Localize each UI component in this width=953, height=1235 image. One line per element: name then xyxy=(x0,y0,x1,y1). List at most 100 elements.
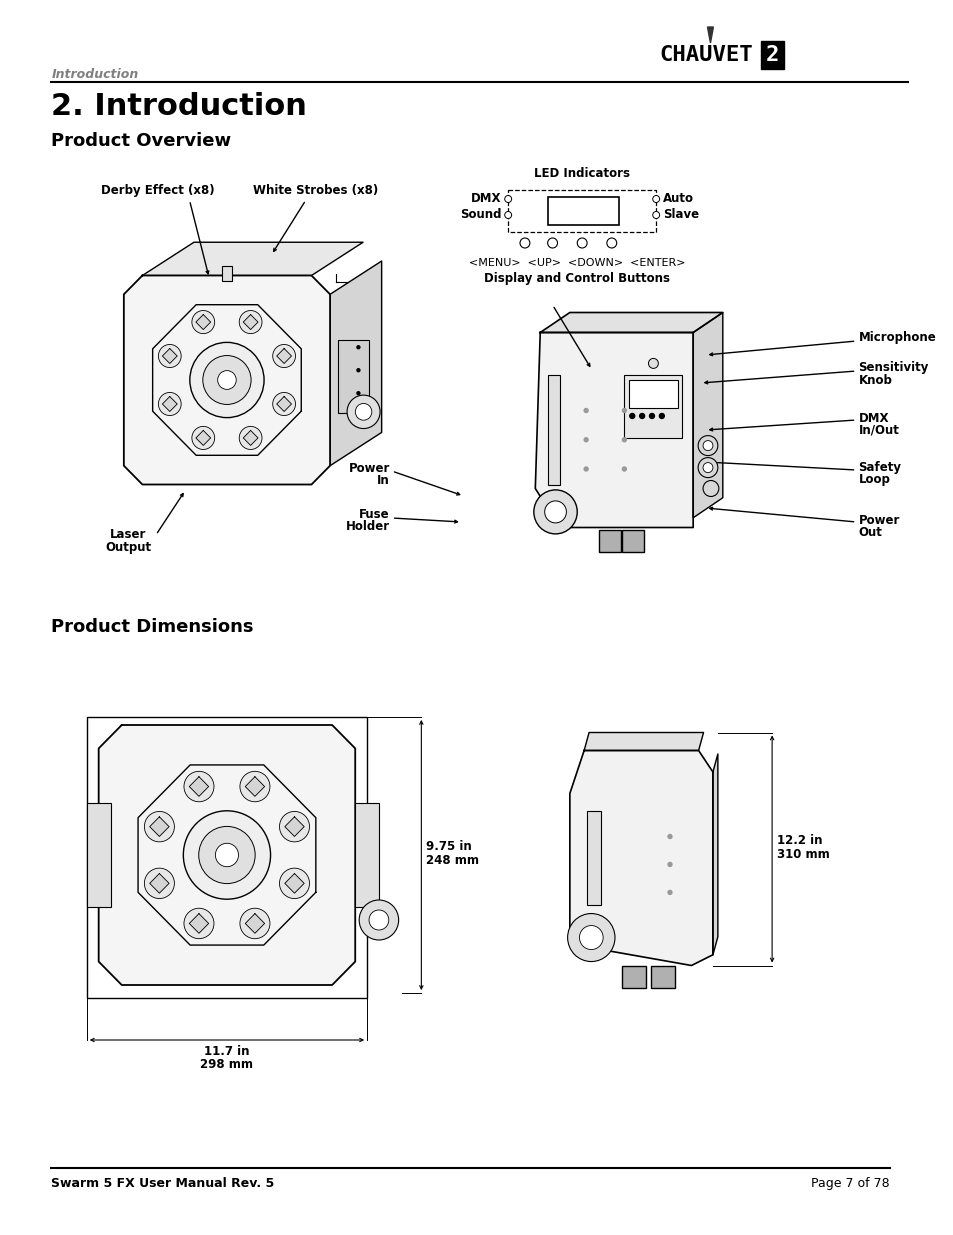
Polygon shape xyxy=(150,816,169,836)
Polygon shape xyxy=(243,315,257,330)
Circle shape xyxy=(203,356,251,404)
Text: ►: ► xyxy=(609,241,614,246)
Polygon shape xyxy=(569,751,712,966)
Circle shape xyxy=(621,467,626,471)
Bar xyxy=(623,375,681,437)
Polygon shape xyxy=(712,755,717,955)
Bar xyxy=(547,198,618,225)
Polygon shape xyxy=(539,312,722,332)
Text: Output: Output xyxy=(105,541,152,555)
Text: Microphone: Microphone xyxy=(858,331,935,345)
Circle shape xyxy=(192,426,214,450)
Bar xyxy=(621,530,643,552)
Polygon shape xyxy=(707,27,713,43)
Circle shape xyxy=(583,467,587,471)
Text: Power: Power xyxy=(858,514,899,526)
Circle shape xyxy=(583,409,587,412)
Circle shape xyxy=(534,490,577,534)
Circle shape xyxy=(667,890,671,894)
Circle shape xyxy=(158,393,181,415)
Polygon shape xyxy=(189,914,209,934)
Circle shape xyxy=(544,501,566,522)
Polygon shape xyxy=(195,315,211,330)
Circle shape xyxy=(273,393,295,415)
Polygon shape xyxy=(245,777,264,797)
Circle shape xyxy=(567,914,615,962)
Circle shape xyxy=(215,844,238,867)
Circle shape xyxy=(239,772,270,802)
Text: Display and Control Buttons: Display and Control Buttons xyxy=(484,272,670,285)
Polygon shape xyxy=(276,396,292,411)
Polygon shape xyxy=(142,242,363,275)
Circle shape xyxy=(667,835,671,839)
Circle shape xyxy=(239,426,262,450)
Text: Swarm 5 FX User Manual Rev. 5: Swarm 5 FX User Manual Rev. 5 xyxy=(51,1177,274,1191)
Text: Laser: Laser xyxy=(110,529,147,541)
Text: Fuse: Fuse xyxy=(358,509,390,521)
Circle shape xyxy=(144,868,174,899)
Text: Introduction: Introduction xyxy=(51,68,138,82)
Polygon shape xyxy=(162,396,177,411)
Circle shape xyxy=(369,910,389,930)
Text: Knob: Knob xyxy=(858,373,891,387)
Circle shape xyxy=(621,437,626,442)
Circle shape xyxy=(659,414,663,419)
Bar xyxy=(87,718,367,998)
Text: Page 7 of 78: Page 7 of 78 xyxy=(811,1177,889,1191)
Circle shape xyxy=(239,908,270,939)
Text: ◄: ◄ xyxy=(522,241,526,246)
Circle shape xyxy=(606,238,616,248)
Circle shape xyxy=(621,409,626,412)
Text: CHAUVET: CHAUVET xyxy=(659,44,752,65)
Circle shape xyxy=(356,369,359,372)
Text: Product Dimensions: Product Dimensions xyxy=(51,618,253,636)
Circle shape xyxy=(652,195,659,203)
Circle shape xyxy=(702,480,719,496)
Circle shape xyxy=(190,342,264,417)
Bar xyxy=(87,803,111,906)
Bar xyxy=(337,340,369,414)
Text: 2: 2 xyxy=(765,44,779,65)
Text: Sound: Sound xyxy=(459,209,500,221)
Circle shape xyxy=(639,414,644,419)
Polygon shape xyxy=(162,348,177,363)
Polygon shape xyxy=(535,332,693,527)
Polygon shape xyxy=(243,431,257,446)
Circle shape xyxy=(356,391,359,395)
Text: Sensitivity: Sensitivity xyxy=(858,362,928,374)
Circle shape xyxy=(184,772,213,802)
Polygon shape xyxy=(285,816,304,836)
Polygon shape xyxy=(245,914,264,934)
Bar xyxy=(355,803,378,906)
Text: LED Indicators: LED Indicators xyxy=(534,167,630,180)
Text: 310 mm: 310 mm xyxy=(777,847,829,861)
Circle shape xyxy=(273,345,295,368)
Bar xyxy=(621,966,645,988)
Circle shape xyxy=(217,370,236,389)
Polygon shape xyxy=(195,431,211,446)
Circle shape xyxy=(667,862,671,867)
Circle shape xyxy=(504,195,511,203)
Bar xyxy=(598,530,620,552)
Circle shape xyxy=(702,463,712,473)
Circle shape xyxy=(198,826,254,883)
Text: 2. Introduction: 2. Introduction xyxy=(51,91,307,121)
Circle shape xyxy=(652,211,659,219)
Circle shape xyxy=(504,211,511,219)
Circle shape xyxy=(158,345,181,368)
Circle shape xyxy=(355,404,372,420)
Polygon shape xyxy=(693,312,722,517)
Circle shape xyxy=(629,414,634,419)
Bar xyxy=(629,380,677,409)
Bar xyxy=(650,966,674,988)
Text: DMX: DMX xyxy=(470,193,500,205)
Circle shape xyxy=(648,358,658,368)
Text: Product Overview: Product Overview xyxy=(51,132,232,149)
Text: <MENU>  <UP>  <DOWN>  <ENTER>: <MENU> <UP> <DOWN> <ENTER> xyxy=(469,258,685,268)
Text: Slave: Slave xyxy=(662,209,699,221)
Text: Holder: Holder xyxy=(345,520,390,534)
Circle shape xyxy=(279,868,309,899)
Circle shape xyxy=(577,238,586,248)
Circle shape xyxy=(239,310,262,333)
Text: 298 mm: 298 mm xyxy=(200,1058,253,1071)
